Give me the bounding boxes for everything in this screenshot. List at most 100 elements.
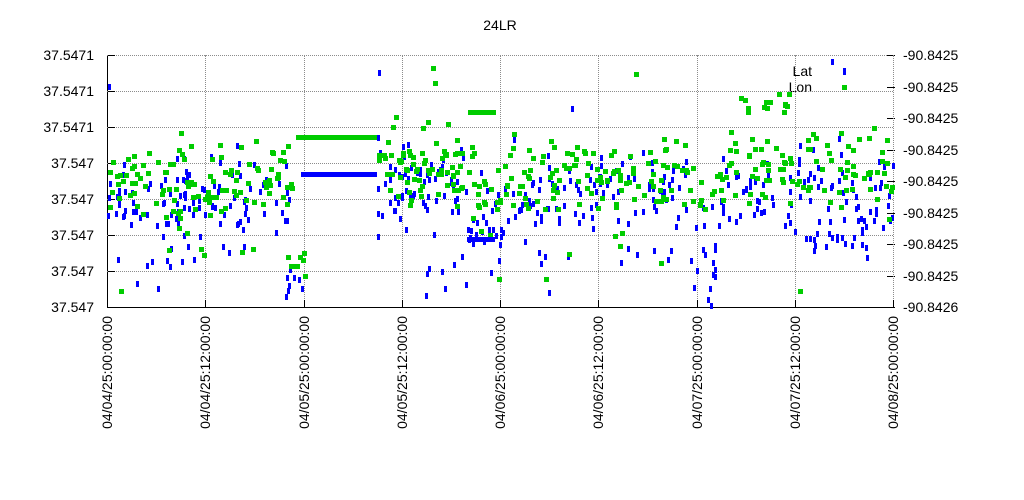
lat-data-point	[170, 212, 174, 219]
lat-data-point	[836, 234, 840, 241]
lon-data-point	[400, 150, 406, 156]
lon-data-point	[534, 198, 540, 204]
lon-data-point	[759, 146, 765, 152]
lon-data-point	[617, 178, 623, 184]
lat-data-point	[794, 229, 798, 235]
lon-data-point	[253, 139, 259, 145]
lat-data-point	[806, 176, 810, 183]
y-axis-tick-label: 37.5471	[43, 47, 94, 63]
lon-data-point	[451, 187, 457, 193]
lat-data-point	[862, 218, 866, 224]
lat-data-point	[641, 208, 645, 215]
lat-data-point	[108, 194, 112, 201]
lon-data-point	[457, 164, 463, 170]
lon-data-point	[687, 187, 693, 193]
lat-data-point	[704, 251, 708, 258]
lat-data-point	[662, 174, 666, 181]
lon-data-point	[826, 150, 832, 156]
lon-data-point	[291, 263, 297, 269]
lon-data-point	[619, 187, 625, 193]
lon-data-point	[761, 104, 767, 110]
lat-data-point	[434, 198, 438, 205]
lon-data-point	[210, 157, 216, 163]
lat-data-point	[529, 202, 533, 209]
lat-data-point	[216, 188, 220, 195]
lat-data-point	[244, 205, 248, 212]
lat-data-point	[424, 202, 428, 209]
lon-data-point	[205, 194, 211, 200]
lat-data-point	[843, 217, 847, 224]
lon-data-point	[777, 92, 783, 98]
lat-data-point	[571, 106, 575, 112]
lon-data-point	[176, 225, 182, 231]
lat-data-point	[713, 266, 717, 273]
lon-data-point	[520, 183, 526, 189]
lon-data-point	[470, 144, 476, 150]
lat-data-point	[432, 231, 436, 238]
lon-data-point	[780, 166, 786, 172]
lon-data-point	[393, 115, 399, 121]
lat-data-point	[236, 222, 240, 229]
lat-data-point	[854, 206, 858, 213]
lon-data-point	[107, 170, 113, 176]
lon-data-point	[633, 71, 639, 77]
lon-data-point	[609, 153, 615, 159]
lat-data-point	[449, 180, 453, 187]
lat-data-point	[218, 159, 222, 166]
lat-data-point	[288, 282, 292, 289]
lon-data-point	[652, 159, 658, 165]
lat-data-point	[709, 303, 713, 309]
lon-data-point	[377, 157, 383, 163]
lat-data-point	[377, 135, 380, 142]
lat-data-point	[831, 59, 835, 66]
x-axis-tick	[107, 300, 108, 307]
lat-data-point	[816, 231, 820, 238]
lon-data-point	[596, 205, 602, 211]
lat-data-point	[670, 247, 674, 254]
lon-data-point	[584, 185, 590, 191]
lat-data-point	[489, 270, 493, 277]
lon-data-point	[849, 186, 855, 192]
lon-data-point	[540, 153, 546, 159]
lon-data-point	[527, 147, 533, 153]
lon-data-point	[661, 136, 667, 142]
lat-data-point	[407, 175, 411, 182]
lon-data-point	[668, 187, 674, 193]
lon-data-point	[663, 196, 669, 202]
lat-data-point	[772, 202, 776, 209]
lat-data-point	[252, 161, 256, 168]
lat-data-point	[865, 255, 869, 262]
lat-data-point	[106, 212, 110, 219]
lon-data-point	[444, 182, 450, 188]
lon-data-point	[207, 200, 213, 206]
lon-data-point	[548, 175, 554, 181]
lat-data-point	[183, 232, 187, 239]
lon-data-point	[787, 200, 793, 206]
lat-data-point	[593, 181, 597, 188]
lon-data-point	[297, 255, 303, 261]
lon-data-point	[720, 198, 726, 204]
lon-data-point	[276, 171, 282, 177]
lat-data-point	[694, 224, 698, 231]
lat-data-point	[248, 186, 252, 193]
lon-data-point	[233, 178, 239, 184]
lon-data-point	[782, 102, 788, 108]
lat-data-point	[802, 179, 806, 186]
lat-data-point	[389, 199, 393, 206]
lon-data-point	[115, 182, 121, 188]
lon-data-point	[746, 109, 752, 115]
lon-data-point	[780, 153, 785, 159]
lon-data-point	[284, 201, 290, 207]
lat-data-point	[856, 203, 860, 210]
lat-data-point	[796, 170, 800, 177]
lon-data-point	[507, 153, 513, 159]
lat-data-point	[466, 227, 470, 234]
lon-data-point	[526, 176, 532, 182]
lon-data-point	[510, 202, 516, 208]
lon-data-point	[223, 169, 229, 175]
lon-data-point	[691, 165, 697, 171]
lat-data-point	[422, 199, 426, 206]
lon-data-point	[207, 173, 213, 179]
lat-data-point	[538, 187, 542, 194]
